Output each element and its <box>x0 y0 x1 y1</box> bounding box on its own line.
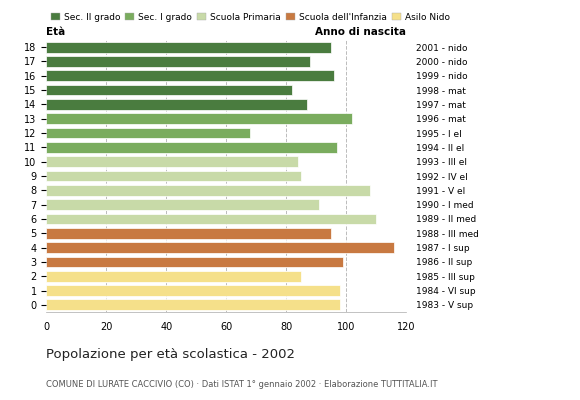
Text: Popolazione per età scolastica - 2002: Popolazione per età scolastica - 2002 <box>46 348 295 361</box>
Bar <box>46 285 340 296</box>
Bar <box>46 171 301 181</box>
Bar <box>46 56 310 67</box>
Bar <box>46 156 298 167</box>
Bar <box>46 199 319 210</box>
Bar <box>46 128 250 138</box>
Bar <box>46 300 340 310</box>
Bar <box>46 113 352 124</box>
Bar <box>46 99 307 110</box>
Bar <box>46 271 301 282</box>
Text: Età: Età <box>46 27 66 37</box>
Bar <box>46 256 343 267</box>
Bar <box>46 185 370 196</box>
Bar <box>46 214 376 224</box>
Bar <box>46 142 337 153</box>
Text: Anno di nascita: Anno di nascita <box>315 27 406 37</box>
Text: COMUNE DI LURATE CACCIVIO (CO) · Dati ISTAT 1° gennaio 2002 · Elaborazione TUTTI: COMUNE DI LURATE CACCIVIO (CO) · Dati IS… <box>46 380 438 389</box>
Bar <box>46 85 292 96</box>
Bar <box>46 70 334 81</box>
Bar <box>46 242 394 253</box>
Bar <box>46 228 331 239</box>
Bar <box>46 42 331 52</box>
Legend: Sec. II grado, Sec. I grado, Scuola Primaria, Scuola dell'Infanzia, Asilo Nido: Sec. II grado, Sec. I grado, Scuola Prim… <box>51 13 450 22</box>
